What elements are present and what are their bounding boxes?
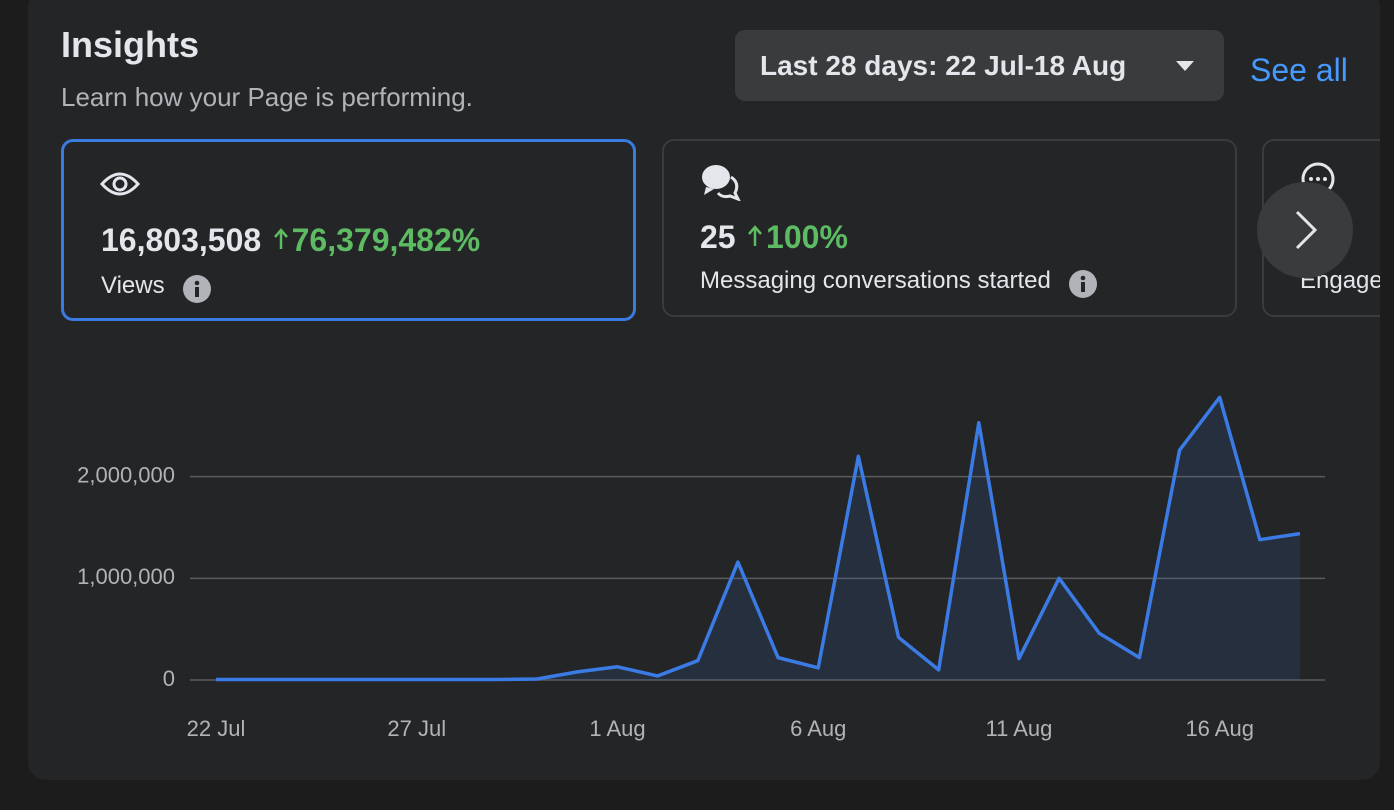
x-tick-label: 22 Jul <box>187 716 246 741</box>
y-tick-label: 1,000,000 <box>77 564 175 589</box>
title: Insights <box>61 24 200 65</box>
messaging-value: 25 <box>700 219 736 255</box>
views-value: 16,803,508 <box>101 222 262 258</box>
x-tick-label: 6 Aug <box>790 716 846 741</box>
eye-icon <box>100 172 140 196</box>
area <box>216 397 1300 680</box>
x-tick-label: 11 Aug <box>986 716 1053 741</box>
caret-icon <box>1176 61 1194 71</box>
up-arrow <box>748 225 762 246</box>
views-change: 76,379,482% <box>291 222 481 258</box>
views-label: Views <box>101 272 165 299</box>
line <box>216 395 1301 682</box>
y-tick-label: 2,000,000 <box>77 462 175 487</box>
x-tick-label: 27 Jul <box>387 716 446 741</box>
date-dropdown[interactable]: Last 28 days: 22 Jul-18 Aug <box>735 30 1224 101</box>
y-tick-label: 0 <box>163 666 175 691</box>
next-button[interactable] <box>1257 182 1353 278</box>
messaging-label: Messaging conversations started <box>700 267 1051 294</box>
chat-icon <box>702 165 741 201</box>
x-tick-label: 1 Aug <box>589 716 645 741</box>
messaging-card[interactable]: 25 100% Messaging conversations started <box>662 139 1237 317</box>
subtitle: Learn how your Page is performing. <box>61 82 473 112</box>
x-tick-label: 16 Aug <box>1185 716 1254 741</box>
messaging-change: 100% <box>766 219 848 255</box>
info-icon[interactable] <box>181 274 213 304</box>
date-range: Last 28 days: 22 Jul-18 Aug <box>760 50 1127 81</box>
views-card[interactable]: 16,803,508 76,379,482% Views <box>61 139 636 321</box>
chevron-icon <box>1295 210 1318 250</box>
see-all-link[interactable]: See all <box>1250 52 1348 88</box>
up-arrow <box>273 228 288 249</box>
info-icon[interactable] <box>1067 269 1099 299</box>
